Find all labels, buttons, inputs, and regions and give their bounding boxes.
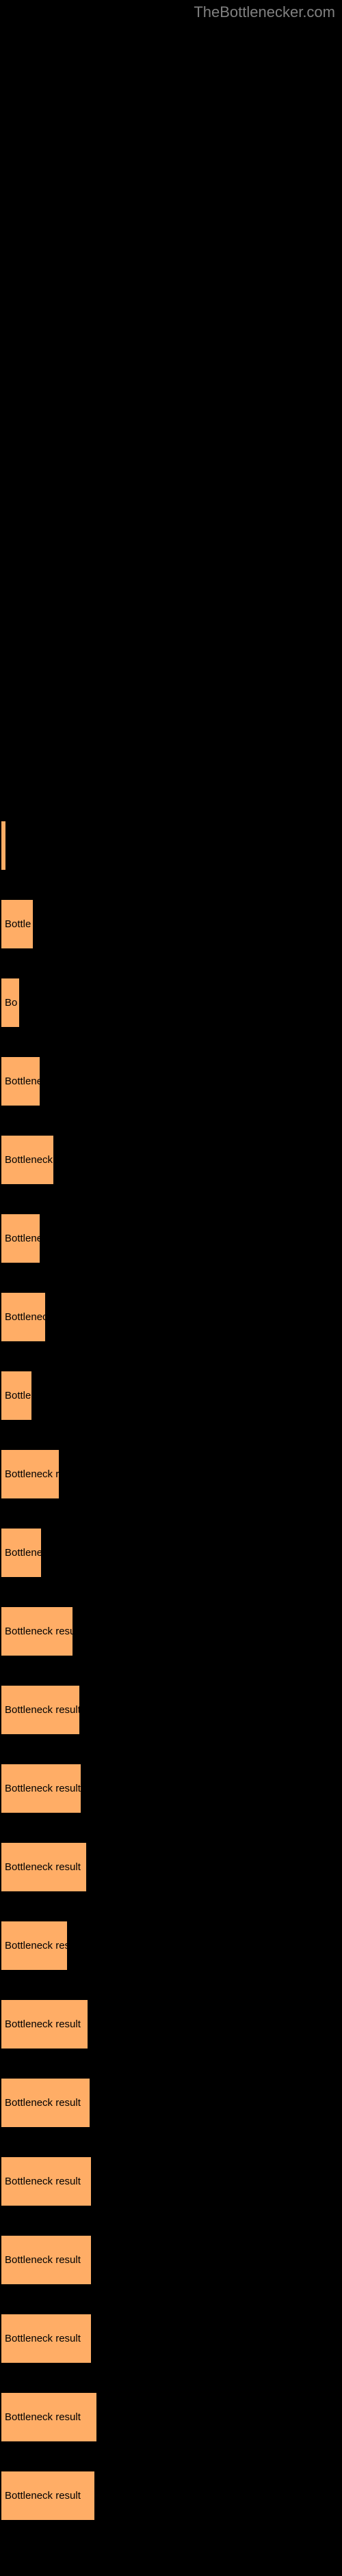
bar-row: Bo <box>0 977 342 1028</box>
chart-bar: Bottleneck resu <box>0 1606 74 1657</box>
bar-row: Bottlene <box>0 1527 342 1578</box>
chart-bar: Bottleneck result <box>0 2313 92 2364</box>
chart-bar: Bottleneck result <box>0 2392 98 2443</box>
bar-label: Bottleneck res <box>5 1940 68 1951</box>
bar-label: Bottleneck result <box>5 2333 81 2344</box>
bar-label: Bottleneck result <box>5 2176 81 2187</box>
bar-label: B <box>5 840 7 851</box>
bar-label: Bottlenec <box>5 1311 47 1323</box>
bar-row: Bottle <box>0 899 342 950</box>
bar-label: Bottleneck result <box>5 1704 81 1716</box>
bar-row: Bottleneck <box>0 1134 342 1186</box>
chart-bar: Bottle <box>0 1370 33 1421</box>
bar-row: Bottleneck result <box>0 2470 342 2521</box>
bar-chart: B Bottle Bo Bottlene Bottleneck Bottlene Bottl… <box>0 0 342 2576</box>
bar-row: Bottlene <box>0 1056 342 1107</box>
bar-row: Bottleneck result <box>0 2156 342 2207</box>
chart-bar: Bottle <box>0 899 34 950</box>
chart-bar: Bottleneck result <box>0 2234 92 2286</box>
bar-row: Bottleneck result <box>0 1999 342 2050</box>
chart-bar: Bottleneck result <box>0 1999 89 2050</box>
chart-bar: Bottleneck result <box>0 2077 91 2128</box>
chart-bar: B <box>0 820 7 871</box>
bar-label: Bottleneck r <box>5 1468 59 1480</box>
bar-label: Bottleneck result <box>5 2490 81 2502</box>
chart-bar: Bottleneck result <box>0 2156 92 2207</box>
bar-label: Bottleneck <box>5 1154 53 1166</box>
bar-label: Bottlene <box>5 1075 41 1087</box>
bar-row: Bottleneck result <box>0 1763 342 1814</box>
bar-label: Bottle <box>5 918 31 930</box>
bar-label: Bottleneck result <box>5 2411 81 2423</box>
chart-bar: Bottleneck result <box>0 2470 96 2521</box>
bar-row: Bottleneck r <box>0 1449 342 1500</box>
bar-label: Bottleneck result <box>5 1861 81 1873</box>
chart-bar: Bottleneck result <box>0 1684 81 1736</box>
chart-bar: Bottleneck result <box>0 1841 88 1893</box>
bar-row: Bottleneck result <box>0 1684 342 1736</box>
chart-bar: Bottleneck res <box>0 1920 68 1971</box>
chart-bar: Bottleneck <box>0 1134 55 1186</box>
chart-bar: Bottlene <box>0 1527 42 1578</box>
bar-row: Bottleneck result <box>0 2313 342 2364</box>
chart-bar: Bo <box>0 977 21 1028</box>
bar-row: Bottleneck res <box>0 1920 342 1971</box>
bar-row: B <box>0 820 342 871</box>
chart-bar: Bottlene <box>0 1056 41 1107</box>
bar-label: Bottle <box>5 1390 31 1401</box>
bar-row: Bottleneck result <box>0 2234 342 2286</box>
bar-label: Bottleneck result <box>5 2097 81 2109</box>
bar-label: Bottleneck result <box>5 2018 81 2030</box>
bar-row: Bottleneck result <box>0 2077 342 2128</box>
bar-label: Bottlene <box>5 1547 42 1559</box>
bar-row: Bottle <box>0 1370 342 1421</box>
bar-label: Bottleneck resu <box>5 1626 74 1637</box>
bar-row: Bottleneck result <box>0 1841 342 1893</box>
chart-bar: Bottlene <box>0 1213 41 1264</box>
bar-row: Bottlenec <box>0 1291 342 1343</box>
chart-bar: Bottlenec <box>0 1291 47 1343</box>
bar-row: Bottleneck result <box>0 2392 342 2443</box>
bar-label: Bottleneck result <box>5 2254 81 2266</box>
bar-label: Bottlene <box>5 1233 41 1244</box>
bar-row: Bottlene <box>0 1213 342 1264</box>
bar-row: Bottleneck resu <box>0 1606 342 1657</box>
bar-label: Bottleneck result <box>5 1783 81 1794</box>
chart-bar: Bottleneck r <box>0 1449 60 1500</box>
bar-label: Bo <box>5 997 17 1009</box>
chart-bar: Bottleneck result <box>0 1763 82 1814</box>
